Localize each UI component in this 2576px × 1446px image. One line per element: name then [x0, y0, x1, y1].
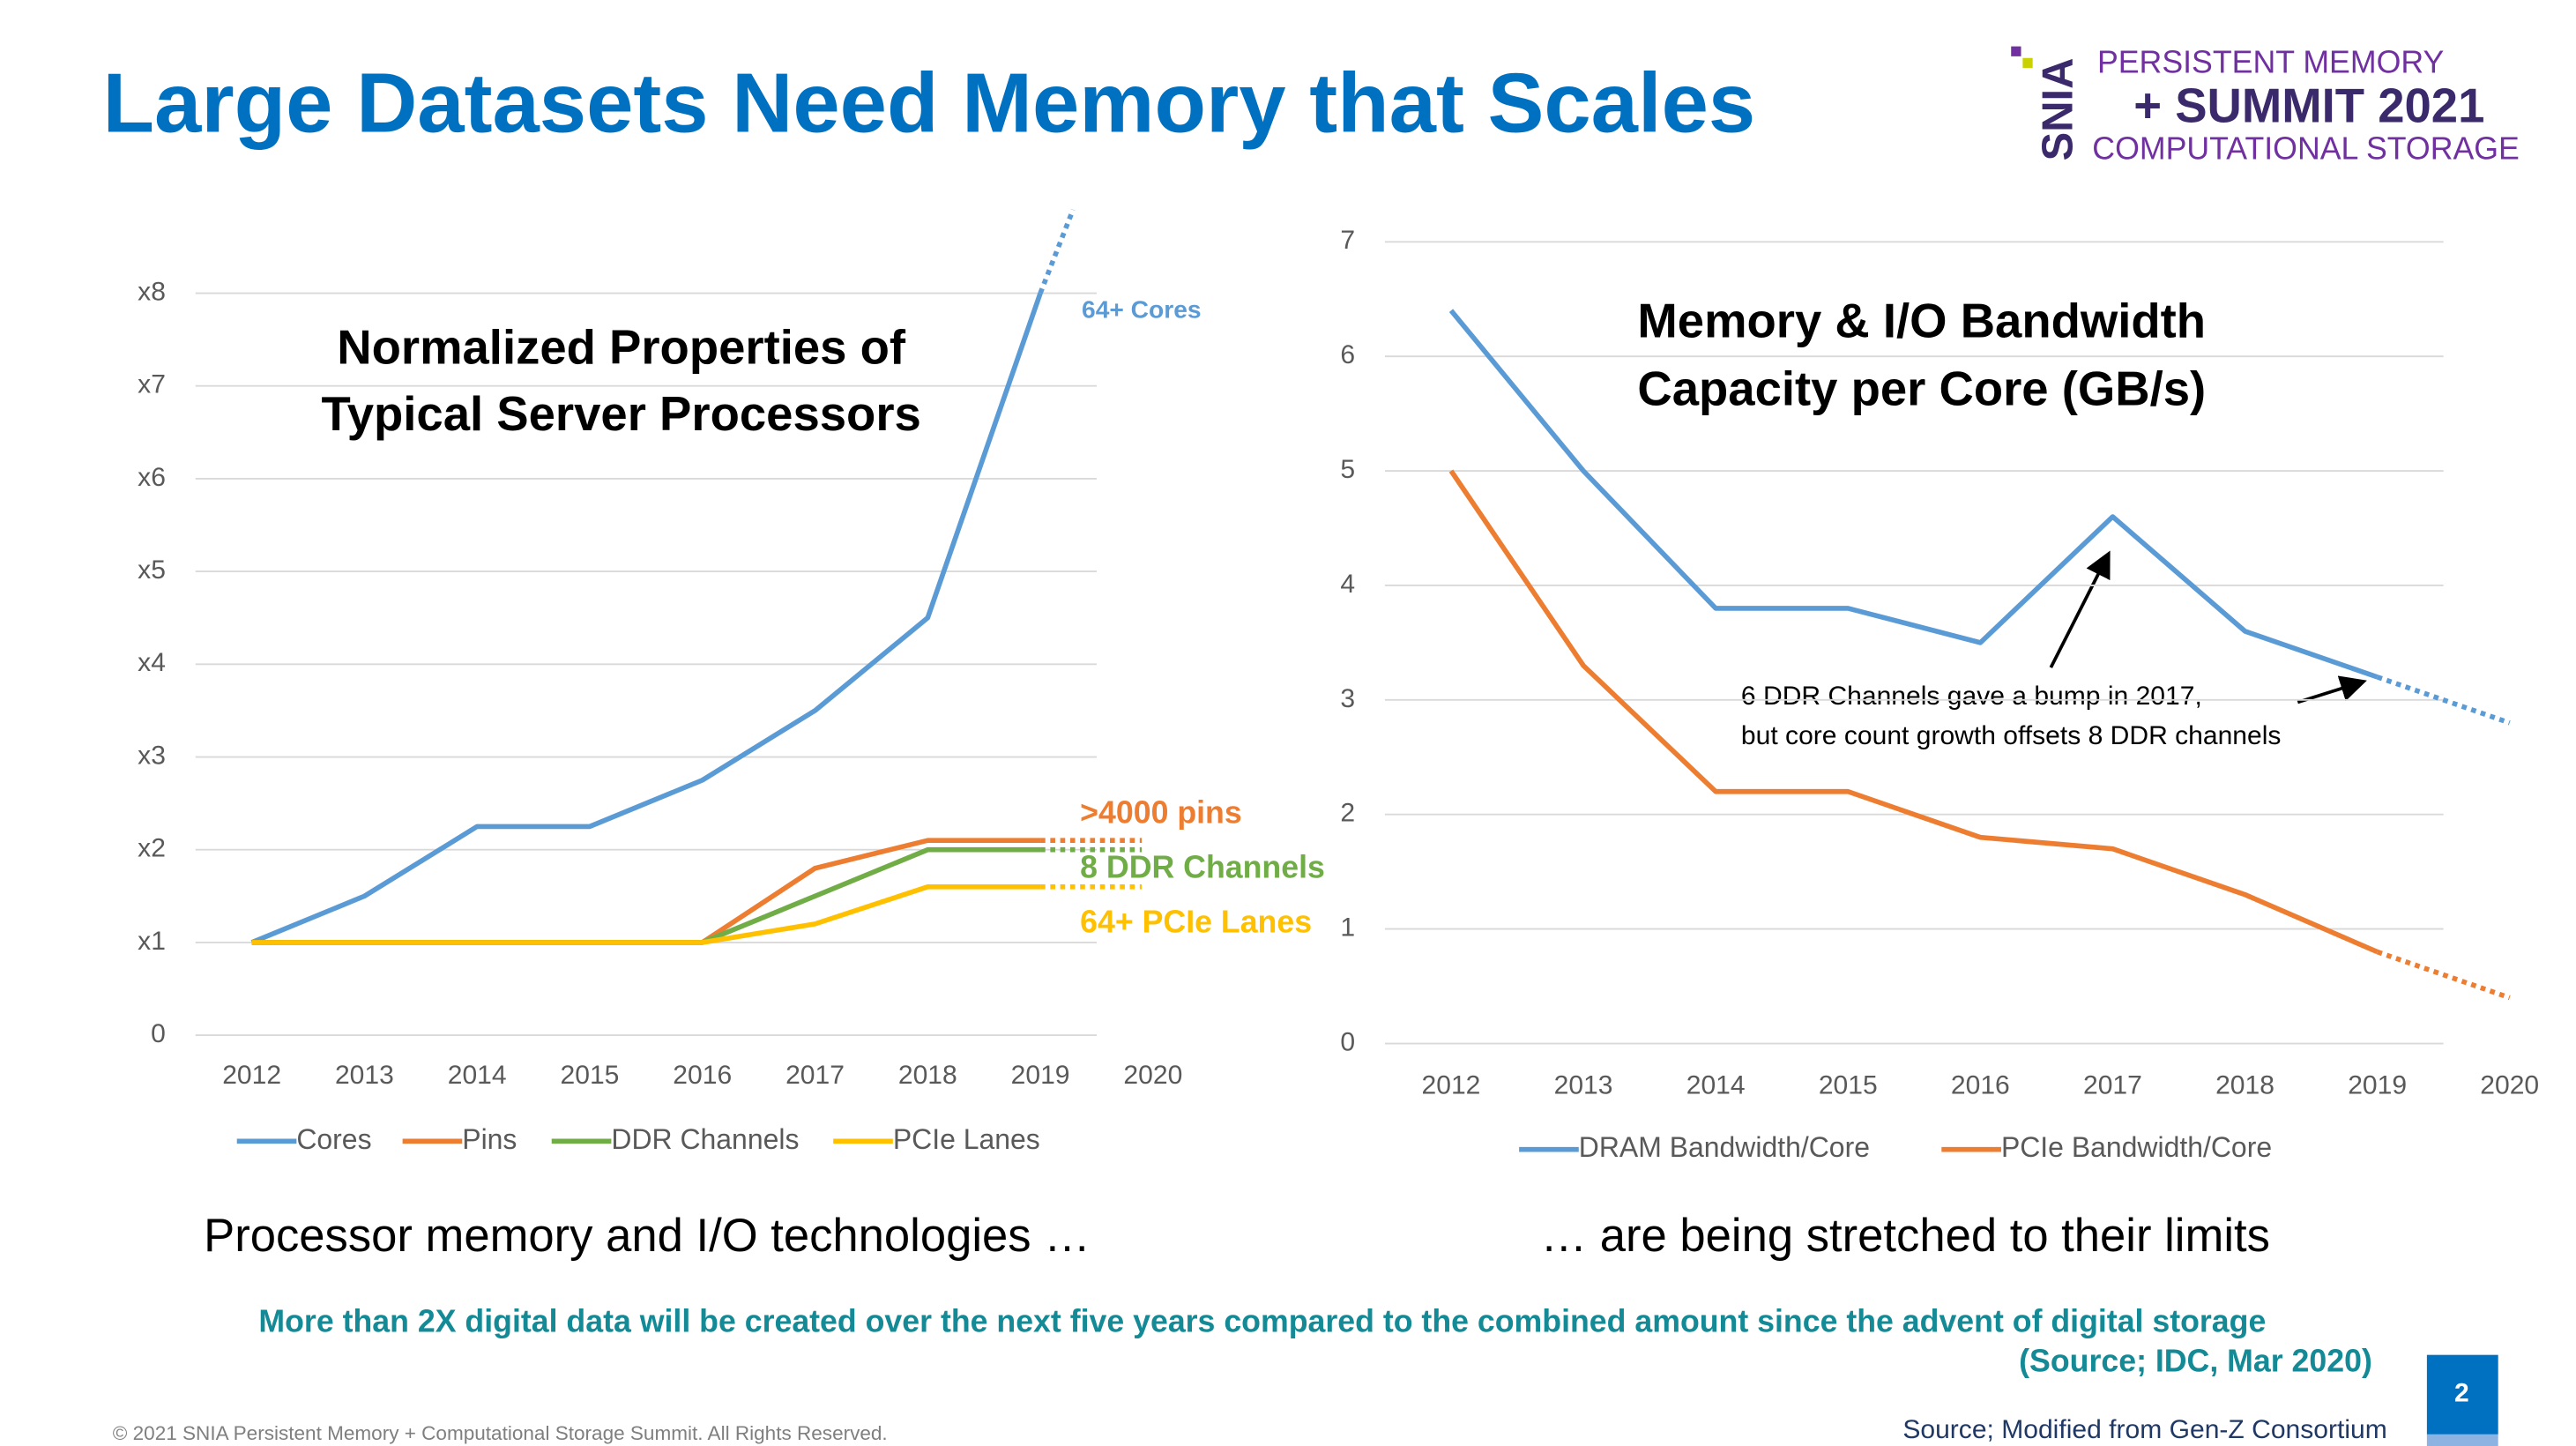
- projection-line: [2376, 675, 2511, 726]
- x-tick-label: 2013: [1554, 1070, 1613, 1099]
- legend-label: PCIe Lanes: [893, 1123, 1040, 1155]
- legend-label: Cores: [296, 1123, 371, 1155]
- x-tick-label: 2019: [1011, 1061, 1070, 1090]
- projection-line: [1038, 208, 1076, 294]
- chart-title: Normalized Properties of: [337, 321, 906, 375]
- annotation-arrow: [2297, 675, 2367, 704]
- logo-mark: SNIA: [2035, 58, 2082, 161]
- logo-text: COMPUTATIONAL STORAGE: [2092, 130, 2520, 166]
- series-end-label: >4000 pins: [1080, 795, 1242, 831]
- annotation: 6 DDR Channels gave a bump in 2017,: [1741, 682, 2202, 711]
- annotation-arrow: [2049, 550, 2111, 668]
- x-tick-label: 2014: [1686, 1070, 1746, 1099]
- x-tick-label: 2018: [898, 1061, 957, 1090]
- chart-title: Memory & I/O Bandwidth: [1637, 294, 2206, 348]
- y-tick-label: 0: [151, 1019, 166, 1048]
- x-tick-label: 2012: [222, 1061, 281, 1090]
- series-end-label: 8 DDR Channels: [1080, 850, 1325, 885]
- series-end-label: 64+ Cores: [1082, 295, 1201, 324]
- series-line: [251, 846, 1041, 945]
- caption: … are being stretched to their limits: [1541, 1210, 2270, 1262]
- y-tick-label: x3: [138, 741, 166, 770]
- x-tick-label: 2015: [1819, 1070, 1878, 1099]
- y-tick-label: x7: [138, 370, 166, 399]
- legend-label: DRAM Bandwidth/Core: [1579, 1131, 1870, 1163]
- series-line: [1448, 309, 2379, 680]
- x-tick-label: 2020: [1123, 1061, 1182, 1090]
- y-tick-label: 4: [1340, 570, 1355, 599]
- page-number-box: [2426, 1354, 2498, 1435]
- logo-square: [2011, 46, 2021, 56]
- series-line: [1448, 469, 2379, 955]
- slide-title: Large Datasets Need Memory that Scales: [103, 56, 1756, 150]
- chart-title: Typical Server Processors: [321, 387, 920, 441]
- copyright: © 2021 SNIA Persistent Memory + Computat…: [113, 1422, 888, 1444]
- x-tick-label: 2020: [2480, 1070, 2539, 1099]
- y-tick-label: 1: [1340, 913, 1355, 943]
- x-tick-label: 2016: [673, 1061, 732, 1090]
- legend-label: Pins: [462, 1123, 517, 1155]
- y-tick-label: x6: [138, 463, 166, 492]
- source: Source; Modified from Gen-Z Consortium: [1902, 1415, 2386, 1444]
- legend-label: DDR Channels: [611, 1123, 799, 1155]
- y-tick-label: 3: [1340, 684, 1355, 713]
- chart-title: Capacity per Core (GB/s): [1637, 362, 2206, 416]
- y-tick-label: 5: [1340, 455, 1355, 484]
- note-source: (Source; IDC, Mar 2020): [2019, 1343, 2372, 1378]
- y-tick-label: x4: [138, 648, 166, 677]
- x-tick-label: 2015: [561, 1061, 620, 1090]
- logo-text: PERSISTENT MEMORY: [2097, 45, 2445, 80]
- x-tick-label: 2013: [335, 1061, 394, 1090]
- page-number: 2: [2454, 1379, 2469, 1408]
- x-tick-label: 2018: [2215, 1070, 2274, 1099]
- projection-line: [2376, 949, 2511, 1001]
- y-tick-label: 7: [1340, 226, 1355, 255]
- annotation: but core count growth offsets 8 DDR chan…: [1741, 721, 2281, 750]
- page-number-box: [2426, 1434, 2498, 1446]
- y-tick-label: 6: [1340, 340, 1355, 369]
- x-tick-label: 2019: [2348, 1070, 2407, 1099]
- y-tick-label: x5: [138, 555, 166, 585]
- x-tick-label: 2012: [1422, 1070, 1481, 1099]
- logo-square: [2022, 57, 2033, 69]
- x-tick-label: 2014: [448, 1061, 507, 1090]
- note: More than 2X digital data will be create…: [258, 1303, 2266, 1338]
- y-tick-label: 0: [1340, 1027, 1355, 1056]
- logo-text: + SUMMIT 2021: [2133, 78, 2484, 132]
- x-tick-label: 2017: [785, 1061, 845, 1090]
- series-line: [250, 292, 1043, 945]
- y-tick-label: x1: [138, 927, 166, 956]
- caption: Processor memory and I/O technologies …: [204, 1210, 1091, 1262]
- series-end-label: 64+ PCIe Lanes: [1080, 905, 1312, 940]
- x-tick-label: 2017: [2083, 1070, 2142, 1099]
- legend-label: PCIe Bandwidth/Core: [2001, 1131, 2272, 1163]
- y-tick-label: 2: [1340, 799, 1355, 828]
- y-tick-label: x8: [138, 277, 166, 306]
- y-tick-label: x2: [138, 834, 166, 863]
- x-tick-label: 2016: [1951, 1070, 2010, 1099]
- series-line: [251, 883, 1041, 945]
